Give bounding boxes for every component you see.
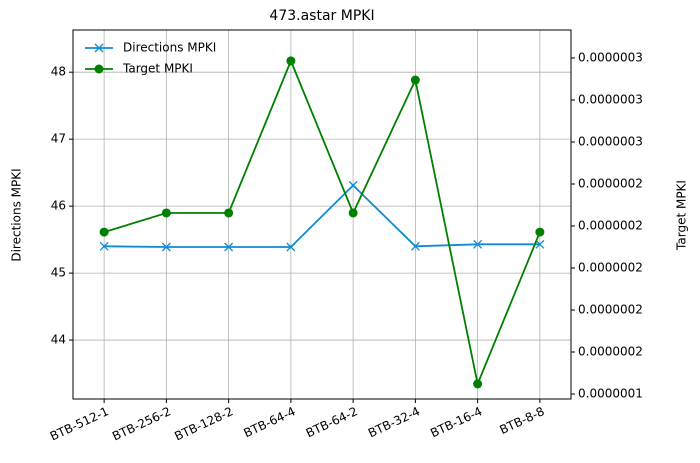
point: [161, 242, 171, 252]
legend-label: Target MPKI: [122, 62, 193, 76]
y2-tick-label: 0.0000003: [578, 134, 643, 148]
x-tick-label: BTB-64-2: [304, 404, 360, 440]
y-tick-label: 46: [51, 199, 66, 213]
point: [348, 208, 358, 218]
y2-tick-label: 0.0000003: [578, 50, 643, 64]
point: [99, 227, 109, 237]
chart-title: 473.astar MPKI: [269, 8, 374, 24]
plot-frame: [72, 29, 572, 400]
y2-tick-label: 0.0000002: [578, 176, 643, 190]
y2-tick-label: 0.0000002: [578, 260, 643, 274]
x-tick-label: BTB-64-4: [242, 404, 298, 440]
point: [473, 239, 483, 249]
x-tick-label: BTB-16-4: [428, 404, 484, 440]
line: [104, 184, 540, 248]
y-tick-label: 44: [51, 333, 66, 347]
point: [286, 56, 296, 66]
y-tick-label: 48: [51, 65, 66, 79]
x-tick-label: BTB-8-8: [497, 404, 546, 437]
y2-tick-label: 0.0000002: [578, 345, 643, 359]
point: [286, 242, 296, 252]
point: [473, 379, 483, 389]
point: [224, 242, 234, 252]
x-tick-label: BTB-256-2: [110, 404, 173, 443]
y2-axis-label: Target MPKI: [675, 180, 689, 251]
y2-tick-label: 0.0000002: [578, 302, 643, 316]
point: [535, 239, 545, 249]
y2-tick-label: 0.0000001: [578, 387, 643, 401]
point: [535, 227, 545, 237]
x-tick-label: BTB-128-2: [172, 404, 235, 443]
point: [94, 43, 104, 53]
y2-tick-label: 0.0000003: [578, 92, 643, 106]
point: [94, 64, 104, 74]
point: [161, 208, 171, 218]
y-axis-label: Directions MPKI: [10, 168, 24, 261]
x-tick-label: BTB-512-1: [48, 404, 111, 443]
point: [99, 241, 109, 251]
y-tick-label: 47: [51, 132, 66, 146]
line: [103, 58, 541, 387]
point: [410, 75, 420, 85]
y-tick-label: 45: [51, 266, 66, 280]
y2-tick-label: 0.0000002: [578, 218, 643, 232]
x-tick-label: BTB-32-4: [366, 404, 422, 440]
point: [410, 241, 420, 251]
point: [224, 208, 234, 218]
legend-label: Directions MPKI: [123, 41, 216, 55]
point: [348, 180, 358, 190]
